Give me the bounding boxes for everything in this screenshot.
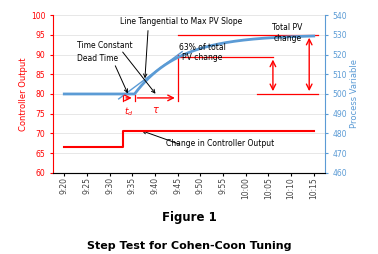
Text: Time Constant: Time Constant (77, 41, 132, 50)
Text: Line Tangential to Max PV Slope: Line Tangential to Max PV Slope (120, 17, 242, 26)
Text: Figure 1: Figure 1 (162, 211, 216, 224)
Y-axis label: Controller Output: Controller Output (19, 57, 28, 131)
Text: Change in Controller Output: Change in Controller Output (166, 139, 274, 148)
Y-axis label: Process Variable: Process Variable (350, 59, 359, 129)
Text: 63% of total
PV change: 63% of total PV change (179, 43, 226, 62)
Text: $t_d$: $t_d$ (124, 105, 134, 118)
Text: $\tau$: $\tau$ (152, 105, 160, 115)
Text: Step Test for Cohen-Coon Tuning: Step Test for Cohen-Coon Tuning (87, 242, 291, 251)
Text: Dead Time: Dead Time (77, 54, 118, 63)
Text: Total PV
change: Total PV change (273, 23, 303, 42)
